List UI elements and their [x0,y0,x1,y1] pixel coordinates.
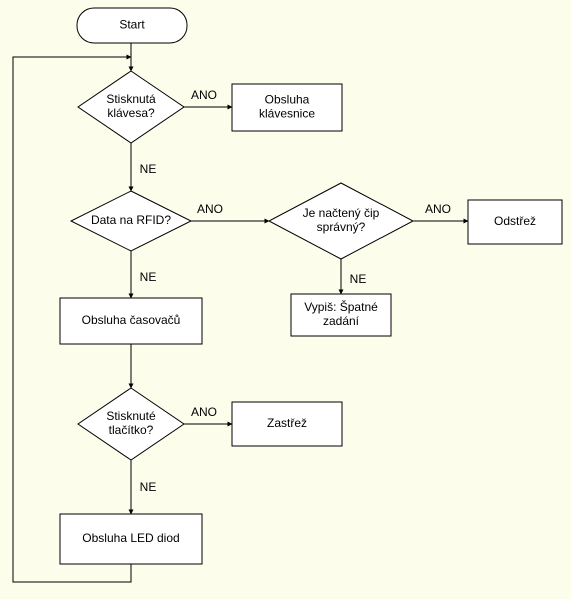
edge-label-no: NE [350,272,367,286]
edge-label-yes: ANO [197,202,223,216]
label-p_keyb: Obsluhaklávesnice [259,93,315,121]
label-p_timers: Obsluha časovačů [82,313,181,327]
edge-label-no: NE [140,270,157,284]
edge-label-yes: ANO [191,405,217,419]
label-start: Start [119,18,145,32]
label-p_led: Obsluha LED diod [82,531,179,545]
label-p_unlock: Odstřež [494,214,536,228]
edge-label-yes: ANO [425,202,451,216]
edge-label-no: NE [140,162,157,176]
label-d_key: Stisknutáklávesa? [106,92,156,120]
edge-label-yes: ANO [191,88,217,102]
label-d_btn: Stisknutétlačítko? [106,409,156,437]
label-p_lock: Zastřež [267,416,307,430]
edge-label-no: NE [140,480,157,494]
label-d_rfid: Data na RFID? [91,213,171,227]
